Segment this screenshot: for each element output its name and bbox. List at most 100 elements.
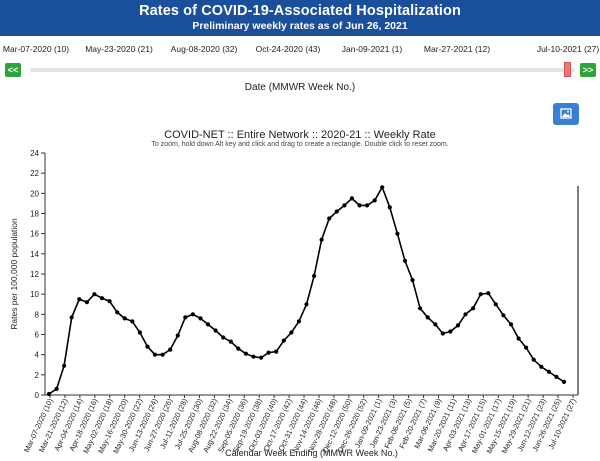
data-point [236, 346, 241, 351]
data-point [312, 273, 317, 279]
data-point [531, 357, 536, 362]
slider-handle[interactable] [564, 62, 571, 77]
data-point [516, 336, 521, 341]
data-point [455, 323, 461, 328]
data-point [46, 391, 52, 397]
y-tick-label: 20 [30, 189, 39, 198]
slider-tick-label: Aug-08-2020 (32) [170, 44, 238, 54]
data-point [418, 306, 423, 311]
data-point [152, 352, 158, 357]
data-point [463, 312, 468, 317]
data-point [365, 203, 370, 208]
y-tick-label: 4 [35, 351, 40, 360]
chart-subtitle: To zoom, hold down Alt key and click and… [151, 141, 449, 148]
data-point [342, 203, 347, 208]
data-point [115, 310, 120, 315]
data-point [213, 328, 218, 333]
data-point [183, 315, 188, 320]
slider-tick-label: Mar-27-2021 (12) [423, 44, 491, 54]
data-point [107, 299, 112, 304]
data-point [433, 322, 438, 327]
data-point [274, 349, 279, 354]
data-point [357, 203, 362, 208]
data-point [440, 331, 445, 336]
data-point [54, 386, 59, 391]
download-image-button[interactable] [553, 103, 579, 125]
data-point [122, 316, 127, 321]
slider-tick-label: May-23-2020 (21) [85, 44, 153, 54]
data-point [190, 312, 195, 317]
data-point [145, 344, 150, 349]
data-point [92, 292, 97, 297]
slider-tick-label: Oct-24-2020 (43) [255, 44, 321, 54]
slider-axis-label: Date (MMWR Week No.) [244, 82, 356, 93]
data-point [243, 351, 248, 356]
page-title: Rates of COVID-19-Associated Hospitaliza… [139, 3, 461, 19]
y-tick-label: 16 [30, 230, 39, 239]
data-point [69, 315, 74, 320]
data-point [99, 296, 105, 301]
data-point [524, 345, 529, 350]
series-line [48, 185, 565, 395]
data-point [349, 196, 354, 201]
slider-tick-label: Jan-09-2021 (1) [341, 44, 403, 54]
y-tick-label: 22 [30, 169, 39, 178]
y-tick-label: 0 [35, 391, 40, 400]
data-point [327, 216, 332, 221]
data-point [372, 198, 377, 203]
data-point [380, 185, 385, 190]
y-tick-label: 12 [30, 270, 39, 279]
chart-title: COVID-NET :: Entire Network :: 2020-21 :… [164, 129, 436, 141]
data-point [471, 306, 476, 311]
data-point [251, 354, 256, 359]
data-point [281, 338, 286, 343]
data-point [175, 333, 180, 338]
data-point [546, 369, 552, 374]
data-point [228, 339, 233, 344]
slider-prev-button[interactable]: << [5, 63, 21, 77]
data-point [561, 379, 567, 384]
data-point [130, 319, 135, 324]
data-point [77, 297, 82, 302]
y-tick-label: 18 [30, 210, 39, 219]
data-point [448, 329, 453, 334]
data-point [539, 364, 544, 369]
data-point [289, 330, 294, 335]
page-header: Rates of COVID-19-Associated Hospitaliza… [0, 0, 600, 36]
data-point [319, 237, 324, 242]
slider-next-button[interactable]: >> [580, 63, 596, 77]
data-point [425, 315, 430, 320]
data-point [304, 302, 309, 307]
x-axis-title: Calendar Week Ending (MMWR Week No.) [225, 448, 398, 458]
data-point [387, 205, 392, 210]
date-range-slider[interactable] [30, 62, 575, 77]
data-point [508, 322, 514, 327]
data-point [493, 302, 498, 307]
data-point [478, 292, 483, 297]
y-tick-label: 8 [35, 310, 40, 319]
data-point [84, 300, 89, 305]
data-point [402, 258, 408, 263]
page-subtitle: Preliminary weekly rates as of Jun 26, 2… [192, 20, 408, 32]
data-point [554, 374, 559, 379]
data-point [395, 231, 400, 236]
data-point [410, 278, 415, 283]
data-point [501, 313, 506, 318]
data-point [62, 363, 67, 368]
data-point [266, 350, 271, 355]
data-point [137, 330, 142, 335]
y-tick-label: 10 [30, 290, 39, 299]
y-tick-label: 14 [30, 250, 39, 259]
slider-tick-label: Mar-07-2020 (10) [2, 44, 70, 54]
data-point [198, 316, 203, 321]
image-icon [560, 108, 572, 119]
data-point [296, 319, 301, 324]
y-tick-label: 24 [30, 149, 39, 158]
data-point [221, 335, 226, 340]
data-point [205, 322, 211, 327]
data-point [486, 291, 491, 296]
slider-track-line [30, 68, 575, 72]
y-tick-label: 2 [35, 371, 40, 380]
data-point [160, 352, 165, 357]
